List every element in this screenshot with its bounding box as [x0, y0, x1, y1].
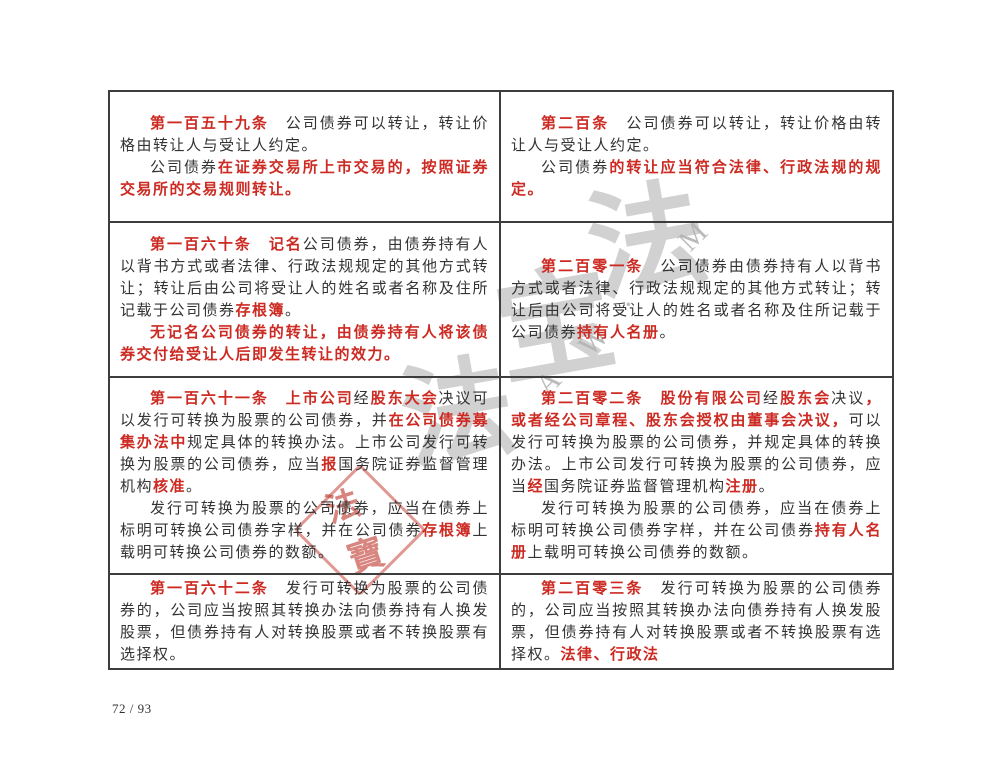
page-number: 72 / 93	[112, 701, 152, 716]
body-text: 公司债券由债券持有人以背书方式或者法律、行政法规规定的其他方式转让；转让后由公司…	[511, 258, 882, 341]
highlighted-text: 第二百零三条	[541, 579, 644, 597]
paragraph: 发行可转换为股票的公司债券，应当在债券上标明可转换公司债券字样，并在公司债券存根…	[120, 498, 489, 564]
body-text: 决议	[831, 390, 866, 407]
highlighted-text: 持有人名册	[511, 521, 882, 561]
paragraph: 第二百条 公司债券可以转让，转让价格由转让人与受让人约定。	[511, 113, 882, 157]
body-text: 发行可转换为股票的公司债券，应当在债券上标明可转换公司债券字样，并在公司债券	[120, 500, 489, 539]
paragraph: 无记名公司债券的转让，由债券持有人将该债券交付给受让人后即发生转让的效力。	[120, 322, 489, 366]
highlighted-text: 存根簿	[235, 301, 286, 319]
body-text: 国务院证券监督管理机构	[544, 478, 726, 495]
paragraph: 第一百六十一条 上市公司经股东大会决议可以发行可转换为股票的公司债券，并在公司债…	[120, 388, 489, 498]
body-text: 经	[762, 390, 781, 407]
highlighted-text: 核准	[153, 477, 187, 495]
highlighted-text: 报	[321, 455, 339, 473]
cell-row3-old-law: 第一百六十一条 上市公司经股东大会决议可以发行可转换为股票的公司债券，并在公司债…	[110, 376, 501, 573]
body-text: 上载明可转换公司债券的数额。	[527, 544, 759, 561]
body-text: 发行可转换为股票的公司债券的，公司应当按照其转换办法向债券持有人换发股票，但债券…	[511, 580, 882, 663]
cell-row4-new-law: 第二百零三条 发行可转换为股票的公司债券的，公司应当按照其转换办法向债券持有人换…	[501, 573, 892, 668]
paragraph: 第二百零一条 公司债券由债券持有人以背书方式或者法律、行政法规规定的其他方式转让…	[511, 256, 882, 344]
body-text: 国务院证券监督管理机构	[120, 456, 489, 495]
highlighted-text: 法律、行政法	[560, 645, 660, 663]
paragraph: 公司债券的转让应当符合法律、行政法规的规定。	[511, 157, 882, 201]
highlighted-text: 第二百零二条	[541, 389, 644, 407]
paragraph: 第二百零三条 发行可转换为股票的公司债券的，公司应当按照其转换办法向债券持有人换…	[511, 578, 882, 666]
body-text	[269, 391, 286, 407]
highlighted-text: 记名	[268, 235, 303, 253]
body-text: 公司债券可以转让，转让价格由转让人与受让人约定。	[511, 115, 882, 154]
highlighted-text: 第二百条	[541, 114, 610, 132]
highlighted-text: ，或者经公司章程、股东会授权由董事会决议，	[511, 389, 882, 429]
body-text: 公司债券	[150, 159, 218, 176]
highlighted-text: 股份有限公司	[660, 389, 763, 407]
body-text: 。	[758, 478, 776, 495]
cell-row1-new-law: 第二百条 公司债券可以转让，转让价格由转让人与受让人约定。 公司债券的转让应当符合…	[501, 92, 892, 221]
paragraph: 第一百五十九条 公司债券可以转让，转让价格由转让人与受让人约定。	[120, 113, 489, 157]
paragraph: 第一百六十二条 发行可转换为股票的公司债券的，公司应当按照其转换办法向债券持有人…	[120, 578, 489, 666]
highlighted-text: 经	[527, 477, 545, 495]
highlighted-text: 存根簿	[422, 521, 473, 539]
highlighted-text: 股东大会	[370, 389, 439, 407]
body-text	[252, 237, 269, 253]
body-text: 发行可转换为股票的公司债券的，公司应当按照其转换办法向债券持有人换发股票，但债券…	[120, 580, 489, 663]
cell-row3-new-law: 第二百零二条 股份有限公司经股东会决议，或者经公司章程、股东会授权由董事会决议，…	[501, 376, 892, 573]
highlighted-text: 第一百五十九条	[150, 114, 269, 132]
highlighted-text: 在公司债券募集办法中	[120, 411, 489, 451]
cell-row2-old-law: 第一百六十条 记名公司债券，由债券持有人以背书方式或者法律、行政法规规定的其他方…	[110, 221, 501, 376]
highlighted-text: 持有人名册	[577, 323, 660, 341]
highlighted-text: 注册	[725, 477, 759, 495]
highlighted-text: 第一百六十条	[150, 235, 252, 253]
highlighted-text: 股东会	[780, 389, 832, 407]
body-text: 公司债券	[541, 159, 610, 176]
body-text: 发行可转换为股票的公司债券，应当在债券上标明可转换公司债券字样，并在公司债券	[511, 500, 882, 539]
body-text: 。	[285, 302, 302, 319]
highlighted-text: 无记名公司债券的转让，由债券持有人将该债券交付给受让人后即发生转让的效力。	[120, 323, 489, 363]
highlighted-text: 上市公司	[285, 389, 354, 407]
body-text: 上载明可转换公司债券的数额。	[120, 522, 489, 561]
body-text	[643, 391, 660, 407]
comparison-table: 第一百五十九条 公司债券可以转让，转让价格由转让人与受让人约定。 公司债券在证券交…	[108, 90, 894, 670]
body-text: 决议可以发行可转换为股票的公司债券，并	[120, 390, 489, 429]
body-text: 规定具体的转换办法。上市公司发行可转换为股票的公司债券，应当	[120, 434, 489, 473]
highlighted-text: 第二百零一条	[541, 257, 644, 275]
highlighted-text: 第一百六十一条	[150, 389, 269, 407]
paragraph: 公司债券在证券交易所上市交易的，按照证券交易所的交易规则转让。	[120, 157, 489, 201]
body-text: 可以发行可转换为股票的公司债券，并规定具体的转换办法。上市公司发行可转换为股票的…	[511, 412, 882, 495]
highlighted-text: 在证券交易所上市交易的，按照证券交易所的交易规则转让。	[120, 158, 489, 198]
cell-row2-new-law: 第二百零一条 公司债券由债券持有人以背书方式或者法律、行政法规规定的其他方式转让…	[501, 221, 892, 376]
body-text: 。	[659, 324, 677, 341]
paragraph: 第二百零二条 股份有限公司经股东会决议，或者经公司章程、股东会授权由董事会决议，…	[511, 388, 882, 498]
cell-row1-old-law: 第一百五十九条 公司债券可以转让，转让价格由转让人与受让人约定。 公司债券在证券交…	[110, 92, 501, 221]
body-text: 公司债券，由债券持有人以背书方式或者法律、行政法规规定的其他方式转让；转让后由公…	[120, 236, 489, 319]
body-text: 。	[186, 478, 203, 495]
body-text: 经	[353, 390, 371, 407]
body-text: 公司债券可以转让，转让价格由转让人与受让人约定。	[120, 115, 489, 154]
highlighted-text: 第一百六十二条	[150, 579, 269, 597]
paragraph: 第一百六十条 记名公司债券，由债券持有人以背书方式或者法律、行政法规规定的其他方…	[120, 234, 489, 322]
cell-row4-old-law: 第一百六十二条 发行可转换为股票的公司债券的，公司应当按照其转换办法向债券持有人…	[110, 573, 501, 668]
highlighted-text: 的转让应当符合法律、行政法规的规定。	[511, 158, 882, 198]
paragraph: 发行可转换为股票的公司债券，应当在债券上标明可转换公司债券字样，并在公司债券持有…	[511, 498, 882, 564]
